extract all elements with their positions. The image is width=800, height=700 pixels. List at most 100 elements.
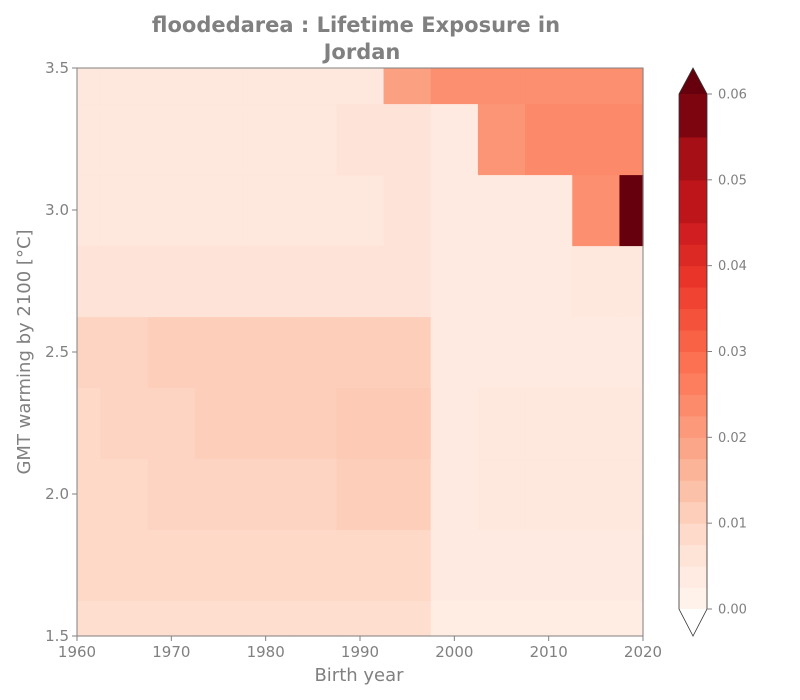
heatmap-cell: [147, 68, 196, 105]
heatmap-cell: [477, 600, 526, 637]
colorbar-level: [679, 480, 707, 503]
heatmap-cell: [525, 387, 573, 460]
heatmap-cell: [525, 103, 573, 176]
heatmap-cell: [242, 529, 290, 602]
heatmap-cell: [147, 600, 196, 637]
heatmap-cell: [100, 529, 149, 602]
colorbar-tick-label: 0.01: [718, 517, 747, 532]
heatmap-cell: [430, 529, 479, 602]
colorbar-level: [679, 222, 707, 245]
heatmap-cell: [477, 529, 526, 602]
heatmap-cell: [147, 387, 196, 460]
colorbar-extend-min: [679, 609, 707, 636]
heatmap-cell: [147, 458, 196, 531]
heatmap-cell: [289, 600, 338, 637]
heatmap-cell: [147, 529, 196, 602]
heatmap-cell: [619, 68, 644, 105]
heatmap-cell: [242, 600, 290, 637]
heatmap-cell: [242, 387, 290, 460]
colorbar-level: [679, 587, 707, 610]
heatmap-cell: [525, 316, 573, 389]
colorbar: 0.00 0.01 0.02 0.03 0.04 0.05 0.06: [678, 67, 747, 637]
heatmap-cell: [619, 245, 644, 318]
colorbar-level: [679, 415, 707, 438]
heatmap-cell: [619, 387, 644, 460]
heatmap-cell: [147, 245, 196, 318]
heatmap-cell: [77, 387, 102, 460]
heatmap-cell: [289, 103, 338, 176]
heatmap-cell: [383, 600, 432, 637]
heatmap-cell: [430, 103, 479, 176]
x-tick-label: 2020: [624, 643, 662, 661]
heatmap-cell: [572, 529, 621, 602]
heatmap-cell: [242, 174, 290, 247]
heatmap-cell: [77, 458, 102, 531]
heatmap-cell: [336, 316, 385, 389]
heatmap-cell: [242, 245, 290, 318]
y-axis: 1.5 2.0 2.5 3.0 3.5: [45, 59, 77, 645]
heatmap-cell: [336, 245, 385, 318]
colorbar-tick-label: 0.00: [718, 603, 747, 618]
heatmap-cell: [289, 316, 338, 389]
y-axis-label: GMT warming by 2100 [°C]: [14, 229, 35, 474]
x-tick-label: 1970: [152, 643, 190, 661]
heatmap-plot-area: [77, 68, 644, 637]
heatmap-cell: [147, 316, 196, 389]
heatmap-cell: [242, 68, 290, 105]
heatmap-cell: [77, 600, 102, 637]
heatmap-cell: [194, 174, 243, 247]
heatmap-cell: [525, 174, 573, 247]
heatmap-cell: [430, 174, 479, 247]
heatmap-cell: [100, 387, 149, 460]
colorbar-level: [679, 287, 707, 310]
heatmap-cell: [147, 174, 196, 247]
heatmap-cell: [525, 68, 573, 105]
heatmap-cell: [430, 245, 479, 318]
heatmap-cell: [336, 68, 385, 105]
colorbar-level: [679, 308, 707, 331]
colorbar-level: [679, 179, 707, 224]
heatmap-cell: [572, 245, 621, 318]
heatmap-cell: [100, 458, 149, 531]
colorbar-level: [679, 330, 707, 352]
x-axis: 1960 1970 1980 1990 2000 2010 2020: [58, 636, 662, 661]
y-tick-label: 2.0: [45, 485, 69, 503]
x-tick-label: 2010: [530, 643, 568, 661]
y-tick-label: 3.5: [45, 59, 69, 77]
colorbar-level: [679, 136, 707, 181]
chart-title-line1: floodedarea : Lifetime Exposure in: [152, 13, 560, 37]
heatmap-cell: [619, 600, 644, 637]
colorbar-tick-label: 0.04: [718, 259, 747, 274]
heatmap-cell: [289, 174, 338, 247]
heatmap-cell: [77, 103, 102, 176]
heatmap-cell: [383, 387, 432, 460]
heatmap-cell: [194, 68, 243, 105]
heatmap-cell: [525, 600, 573, 637]
heatmap-cell: [242, 103, 290, 176]
heatmap-cell: [430, 600, 479, 637]
colorbar-level: [679, 458, 707, 481]
colorbar-level: [679, 94, 707, 138]
colorbar-level: [679, 501, 707, 524]
heatmap-cell: [525, 458, 573, 531]
heatmap-cell: [100, 174, 149, 247]
heatmap-cell: [619, 103, 644, 176]
colorbar-level: [679, 265, 707, 288]
x-tick-label: 2000: [435, 643, 473, 661]
heatmap-cell: [525, 245, 573, 318]
heatmap-cell: [336, 600, 385, 637]
heatmap-cell: [289, 245, 338, 318]
colorbar-tick-label: 0.02: [718, 431, 747, 446]
heatmap-cell: [336, 529, 385, 602]
heatmap-cell: [572, 68, 621, 105]
heatmap-cell: [77, 68, 102, 105]
heatmap-cell: [383, 316, 432, 389]
heatmap-cell: [383, 103, 432, 176]
heatmap-cell: [430, 387, 479, 460]
heatmap-cell: [336, 387, 385, 460]
chart-title-line2: Jordan: [322, 40, 401, 64]
heatmap-cell: [619, 458, 644, 531]
colorbar-tick-label: 0.03: [718, 345, 747, 360]
y-tick-label: 1.5: [45, 627, 69, 645]
colorbar-level: [679, 523, 707, 546]
